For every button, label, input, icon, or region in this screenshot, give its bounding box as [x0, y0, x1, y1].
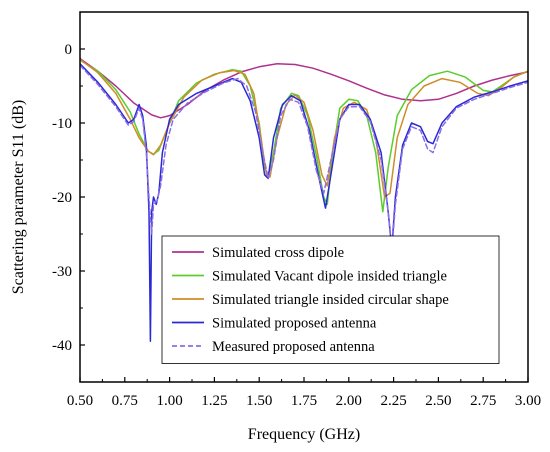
- series-layer: [80, 57, 528, 343]
- x-tick-label: 1.25: [201, 393, 227, 409]
- legend-label-1: Simulated cross dipole: [212, 245, 344, 261]
- legend-box: [161, 235, 500, 364]
- x-tick-label: 0.75: [112, 393, 138, 409]
- x-tick-label: 2.00: [336, 393, 362, 409]
- legend-label-4: Simulated proposed antenna: [212, 316, 377, 332]
- y-tick-label: -10: [52, 116, 72, 132]
- series-line-2: [80, 59, 528, 213]
- series-line-3: [80, 58, 528, 198]
- x-tick-label: 0.50: [67, 393, 93, 409]
- series-line-4: [80, 63, 528, 343]
- x-tick-label: 1.00: [156, 393, 182, 409]
- x-tick-label: 2.75: [470, 393, 496, 409]
- y-tick-label: -30: [52, 264, 72, 280]
- x-tick-label: 1.75: [291, 393, 317, 409]
- ticks-layer: 0.50 0.75 1.00 1.25 1.50 1.75 2.00 2.25 2.50 2.75…: [52, 11, 541, 409]
- x-tick-label: 2.25: [380, 393, 406, 409]
- y-tick-label: -40: [52, 338, 72, 354]
- x-axis-label: Frequency (GHz): [248, 426, 360, 443]
- y-tick-label: 0: [65, 42, 73, 58]
- legend-label-2: Simulated Vacant dipole insided triangle: [212, 269, 447, 285]
- legend-label-5: Measured proposed antenna: [212, 339, 375, 355]
- x-tick-label: 1.50: [246, 393, 272, 409]
- x-tick-label: 2.50: [425, 393, 451, 409]
- y-tick-label: -20: [52, 190, 72, 206]
- legend-label-3: Simulated triangle insided circular shap…: [212, 292, 449, 308]
- legend: Simulated cross dipole Simulated Vacant d…: [161, 235, 500, 364]
- series-line-1: [80, 57, 528, 119]
- series-line-5: [80, 64, 528, 254]
- y-axis-label: Scattering parameter S11 (dB): [10, 100, 27, 294]
- x-tick-label: 3.00: [515, 393, 541, 409]
